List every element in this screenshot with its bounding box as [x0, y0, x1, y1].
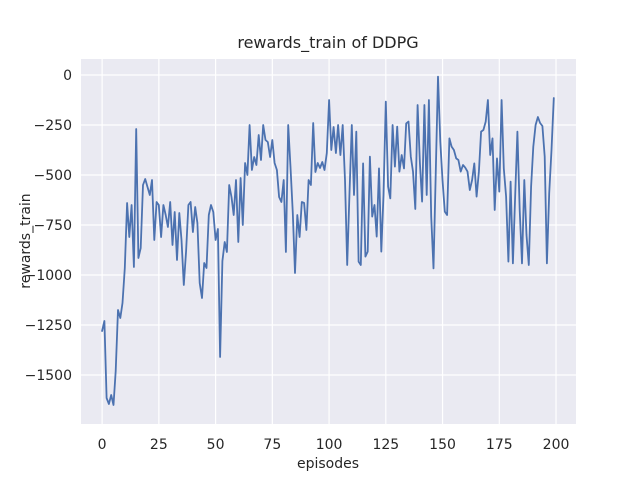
x-tick-label: 200 [543, 437, 570, 453]
x-tick-label: 0 [98, 437, 107, 453]
x-tick-label: 150 [429, 437, 456, 453]
x-axis-label: episodes [297, 456, 359, 472]
x-tick-label: 175 [486, 437, 513, 453]
y-tick-label: −250 [34, 118, 72, 134]
y-tick-label: 0 [63, 68, 72, 84]
x-tick-label: 100 [316, 437, 343, 453]
x-tick-label: 125 [372, 437, 399, 453]
x-tick-label: 75 [263, 437, 281, 453]
y-axis-label: rewards_train [18, 193, 34, 288]
y-tick-label: −500 [34, 168, 72, 184]
x-tick-label: 25 [150, 437, 168, 453]
y-tick-label: −1000 [25, 268, 72, 284]
x-tick-label: 50 [207, 437, 225, 453]
reward-line [101, 75, 555, 406]
y-tick-label: −1250 [25, 318, 72, 334]
tick-labels: 0 25 50 75 100 125 150 175 200 0 −250 −500 −750 −1000… [25, 68, 570, 453]
chart-title: rewards_train of DDPG [237, 33, 418, 53]
y-tick-label: −1500 [25, 368, 72, 384]
y-tick-label: −750 [34, 218, 72, 234]
